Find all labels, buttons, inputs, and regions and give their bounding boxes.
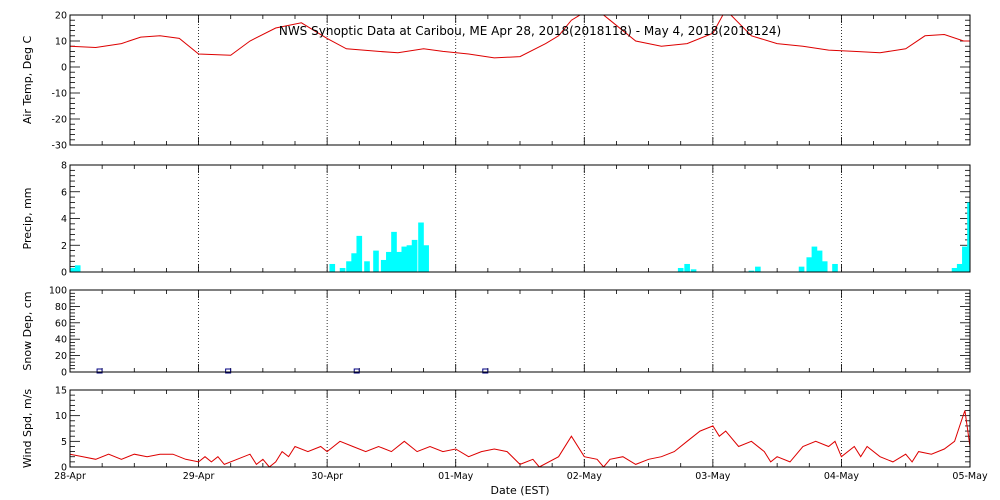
snow-depth-marker — [96, 368, 103, 374]
x-tick-label: 02-May — [567, 471, 603, 482]
precip-bar — [811, 246, 818, 272]
panel-frame — [69, 164, 971, 273]
x-tick-label: 30-Apr — [311, 471, 343, 482]
y-axis-label-wind-speed: Wind Spd, m/s — [21, 389, 34, 469]
y-tick-label: 10 — [55, 37, 67, 48]
y-tick-label: 40 — [55, 335, 67, 346]
panel-wind-speed: 0 5 10 15 Wind Spd, m/s — [21, 386, 971, 474]
panel-frame — [69, 389, 971, 468]
precip-bar — [832, 263, 838, 272]
precip-bar — [677, 267, 684, 272]
precip-bar — [951, 267, 958, 272]
x-tick-label: 28-Apr — [54, 471, 86, 482]
precip-bar — [364, 261, 370, 272]
y-tick-label: 10 — [55, 411, 67, 422]
precip-bar — [977, 260, 983, 272]
snow-depth-marker — [225, 368, 232, 374]
y-tick-label: 2 — [61, 241, 67, 252]
y-tick-label: 0 — [61, 268, 67, 279]
y-tick-label: -30 — [51, 141, 67, 152]
panel-frame — [69, 14, 971, 146]
precip-bar — [418, 222, 424, 272]
y-tick-label: 80 — [55, 302, 67, 313]
y-axis-label-precip: Precip, mm — [21, 188, 34, 250]
x-tick-label: 04-May — [824, 471, 860, 482]
precip-bar — [411, 239, 418, 272]
y-tick-label: 0 — [61, 463, 67, 474]
precip-bar — [972, 245, 978, 272]
y-axis-label-snow-depth: Snow Dep, cm — [21, 291, 34, 370]
snow-depth-marker — [353, 368, 360, 374]
precip-bar — [967, 202, 970, 272]
y-tick-label: 20 — [55, 351, 67, 362]
x-tick-label: 29-Apr — [183, 471, 215, 482]
snow-depth-marker — [482, 368, 489, 374]
x-axis-label: Date (EST) — [490, 484, 549, 497]
precip-bar — [406, 245, 413, 272]
precip-bar — [956, 263, 963, 272]
precip-bar — [391, 231, 397, 272]
precip-bar — [329, 263, 336, 272]
chart-panels: -30 -20 -10 0 10 20 Air Temp, Deg C 0 2 4 6 8 Precip… — [21, 11, 988, 483]
y-tick-label: 0 — [61, 63, 67, 74]
series-line-air-temp — [70, 15, 970, 59]
y-tick-label: -10 — [51, 89, 67, 100]
precip-bar — [816, 250, 823, 272]
y-tick-label: 0 — [61, 368, 67, 379]
y-tick-label: 4 — [61, 214, 67, 225]
precip-bar — [684, 263, 690, 272]
series-line-wind-speed — [70, 410, 970, 467]
y-tick-label: 20 — [55, 11, 67, 22]
x-tick-label: 05-May — [952, 471, 988, 482]
panel-air-temp: -30 -20 -10 0 10 20 Air Temp, Deg C — [21, 11, 971, 152]
precip-bar — [690, 269, 697, 272]
y-tick-label: 60 — [55, 318, 67, 329]
precip-bar — [748, 270, 755, 272]
y-tick-label: 6 — [61, 187, 67, 198]
precip-bar — [346, 261, 352, 272]
y-tick-label: 15 — [55, 386, 67, 397]
y-axis-label-air-temp: Air Temp, Deg C — [21, 36, 34, 125]
panel-frame — [69, 289, 971, 373]
y-tick-label: -20 — [51, 115, 67, 126]
precip-bar — [396, 251, 402, 272]
x-tick-label: 03-May — [695, 471, 731, 482]
precip-bar — [401, 246, 408, 272]
precip-bar — [356, 235, 363, 272]
precip-bar — [74, 265, 81, 272]
precip-bar — [339, 267, 346, 272]
precip-bar — [380, 259, 387, 272]
precip-bar — [423, 245, 429, 272]
precip-bar — [70, 267, 76, 272]
panel-snow-depth: 0 20 40 60 80 100 Snow Dep, cm — [21, 286, 971, 379]
precip-bar — [373, 250, 379, 272]
precip-bar — [386, 251, 392, 272]
y-tick-label: 5 — [61, 437, 67, 448]
precip-bar — [806, 257, 813, 272]
precip-bar — [798, 266, 805, 272]
precip-bar — [755, 266, 761, 272]
y-tick-label: 100 — [49, 286, 67, 297]
chart-title: NWS Synoptic Data at Caribou, ME Apr 28,… — [279, 24, 781, 38]
precip-bar — [962, 246, 968, 272]
panel-precip: 0 2 4 6 8 Precip, mm — [21, 161, 983, 279]
precip-bar — [351, 253, 357, 272]
x-tick-label: 01-May — [438, 471, 474, 482]
y-tick-label: 8 — [61, 161, 67, 172]
precip-bar — [821, 261, 828, 272]
